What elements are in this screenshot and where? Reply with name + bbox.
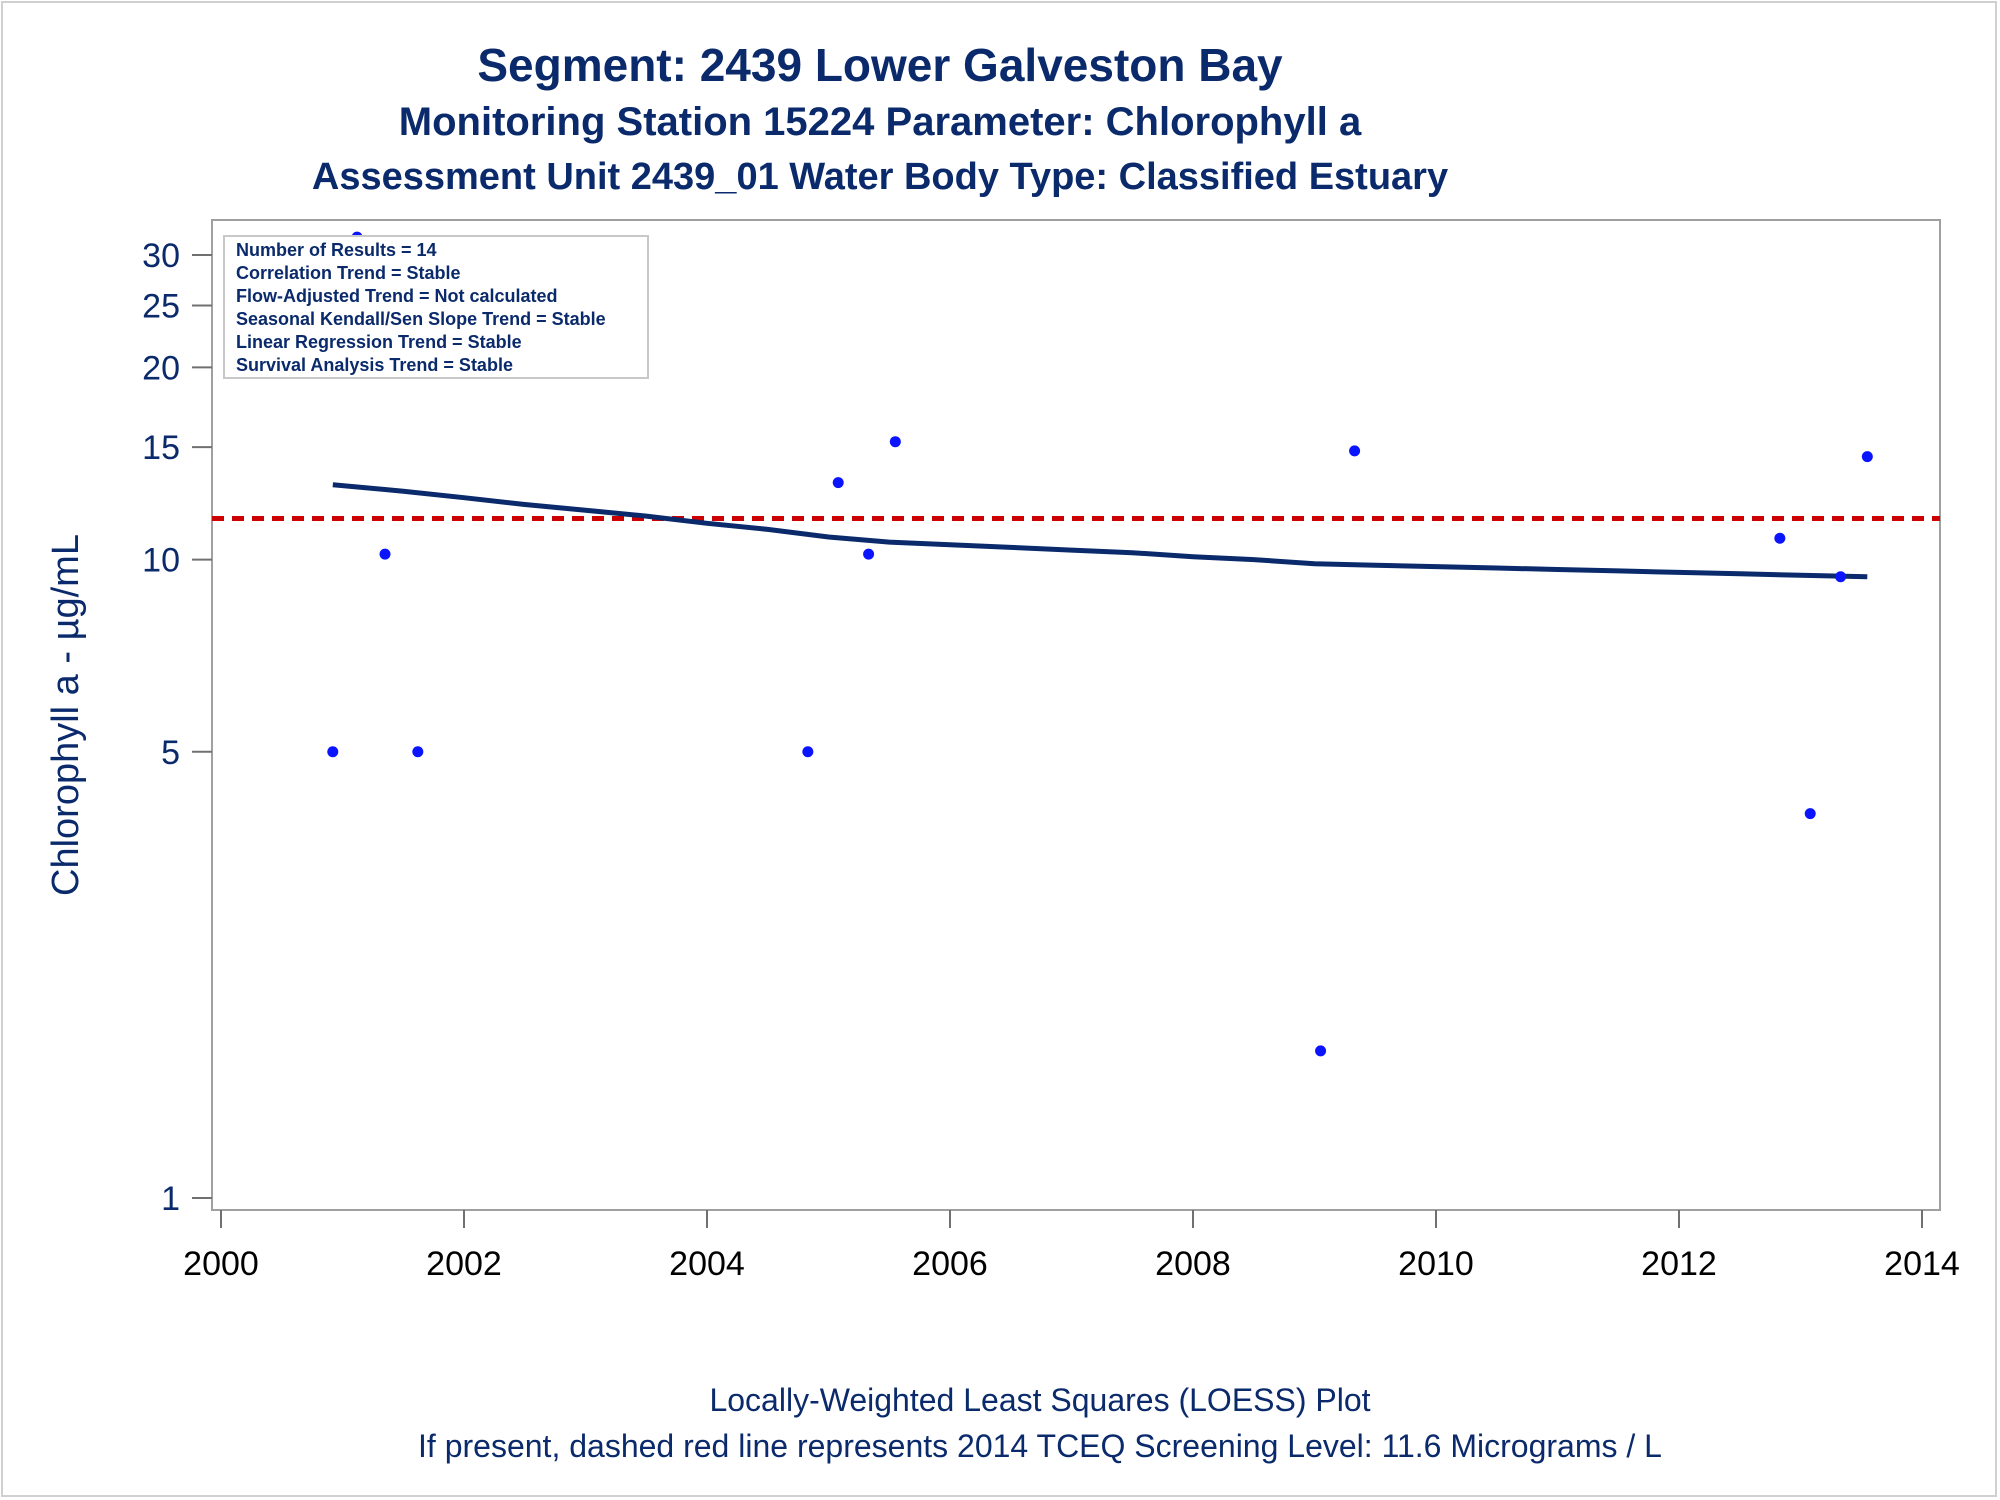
x-tick-label: 2010 <box>1398 1245 1474 1283</box>
chart-subtitle: Monitoring Station 15224 Parameter: Chlo… <box>398 100 1362 144</box>
chart-subtitle-2: Assessment Unit 2439_01 Water Body Type:… <box>311 156 1449 198</box>
x-tick-label: 2012 <box>1641 1245 1717 1283</box>
data-point <box>863 548 875 560</box>
x-tick-label: 2008 <box>1155 1245 1231 1283</box>
data-point <box>832 477 844 489</box>
x-tick-label: 2014 <box>1884 1245 1960 1283</box>
data-point <box>379 548 391 560</box>
data-point <box>1804 808 1816 820</box>
x-tick-label: 2000 <box>183 1245 259 1283</box>
data-point <box>1835 571 1847 583</box>
stats-line: Correlation Trend = Stable <box>236 263 461 283</box>
x-tick-label: 2002 <box>426 1245 502 1283</box>
data-point <box>412 746 424 758</box>
data-point <box>1861 451 1873 463</box>
stats-line: Number of Results = 14 <box>236 240 437 260</box>
y-axis-label: Chlorophyll a - µg/mL <box>45 534 87 896</box>
data-point <box>1349 445 1361 457</box>
stats-box-frame <box>223 235 649 379</box>
loess-curve <box>332 482 1868 580</box>
stats-line: Survival Analysis Trend = Stable <box>236 355 513 375</box>
stats-line: Seasonal Kendall/Sen Slope Trend = Stabl… <box>236 309 606 329</box>
y-tick-label: 20 <box>142 349 180 387</box>
plot-frame <box>211 219 1941 1211</box>
stats-line: Linear Regression Trend = Stable <box>236 332 522 352</box>
data-point <box>1774 532 1786 544</box>
y-tick-label: 1 <box>161 1180 180 1218</box>
data-point <box>889 436 901 448</box>
chart-title: Segment: 2439 Lower Galveston Bay <box>477 39 1283 91</box>
y-tick-label: 30 <box>142 237 180 275</box>
x-tick-label: 2004 <box>669 1245 745 1283</box>
y-tick-label: 5 <box>161 734 180 772</box>
data-point <box>327 746 339 758</box>
data-point <box>802 746 814 758</box>
footer-line-2: If present, dashed red line represents 2… <box>418 1428 1662 1464</box>
x-axis: 2000 2002 2004 2006 2008 2010 2012 2014 <box>183 1210 1960 1283</box>
y-tick-label: 10 <box>142 542 180 580</box>
y-tick-label: 15 <box>142 429 180 467</box>
stats-line: Flow-Adjusted Trend = Not calculated <box>236 286 558 306</box>
footer-line-1: Locally-Weighted Least Squares (LOESS) P… <box>709 1382 1371 1418</box>
x-tick-label: 2006 <box>912 1245 988 1283</box>
data-point <box>1315 1045 1327 1057</box>
stats-box: Number of Results = 14 Correlation Trend … <box>223 235 649 379</box>
y-tick-label: 25 <box>142 288 180 326</box>
